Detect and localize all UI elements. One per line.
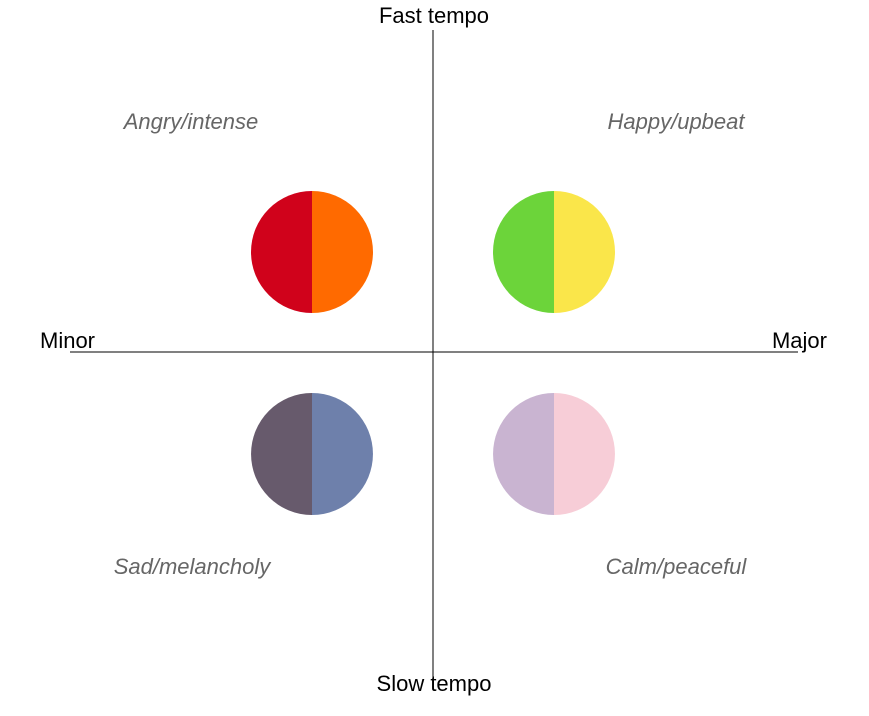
circle-half-left	[251, 191, 312, 313]
axis-label-top: Fast tempo	[379, 3, 489, 28]
quadrant-label-sad: Sad/melancholy	[114, 554, 273, 579]
circle-half-left	[493, 191, 554, 313]
color-circle-calm	[493, 393, 615, 515]
circle-half-right	[554, 191, 615, 313]
axis-label-right: Major	[772, 328, 827, 353]
circle-half-right	[312, 191, 373, 313]
quadrant-label-angry: Angry/intense	[122, 109, 259, 134]
color-circle-angry	[251, 191, 373, 313]
circle-half-right	[554, 393, 615, 515]
quadrant-label-calm: Calm/peaceful	[606, 554, 748, 579]
color-circle-sad	[251, 393, 373, 515]
circle-half-right	[312, 393, 373, 515]
axis-label-bottom: Slow tempo	[377, 671, 492, 696]
color-circle-happy	[493, 191, 615, 313]
quadrant-label-happy: Happy/upbeat	[608, 109, 746, 134]
circle-half-left	[251, 393, 312, 515]
circle-half-left	[493, 393, 554, 515]
axis-label-left: Minor	[40, 328, 95, 353]
